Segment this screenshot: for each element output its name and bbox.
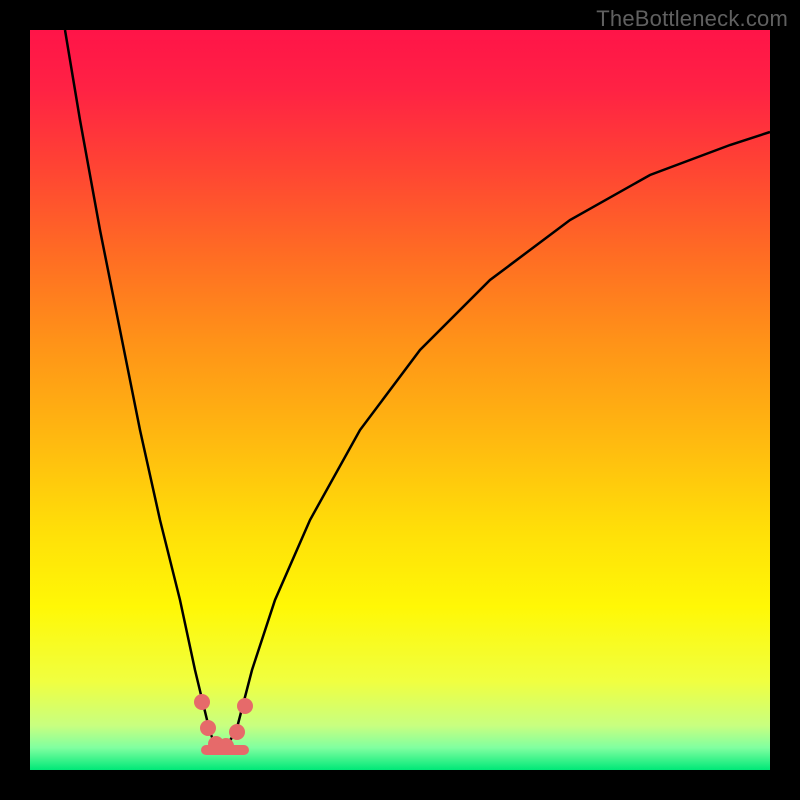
curve-marker: [200, 720, 216, 736]
watermark-text: TheBottleneck.com: [596, 6, 788, 32]
chart-area: [30, 30, 770, 770]
curve-marker: [237, 698, 253, 714]
bottleneck-chart: [30, 30, 770, 770]
gradient-background: [30, 30, 770, 770]
curve-marker: [229, 724, 245, 740]
curve-marker: [194, 694, 210, 710]
